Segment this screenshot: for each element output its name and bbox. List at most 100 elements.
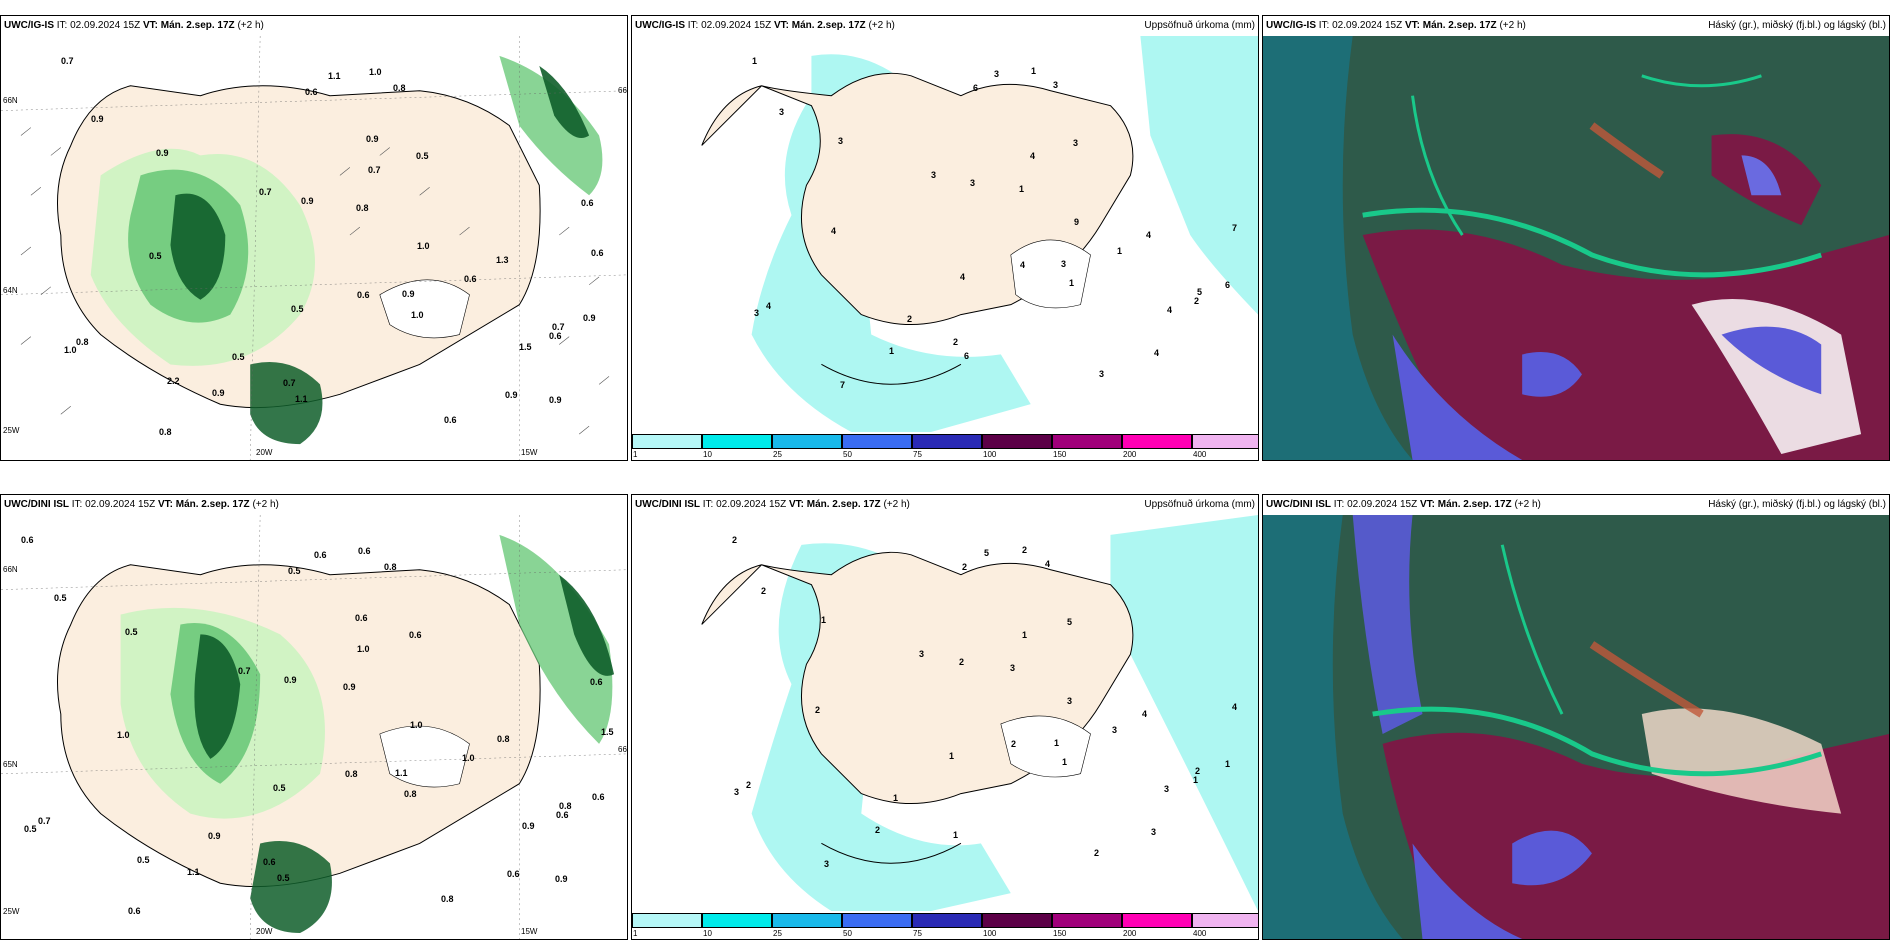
- map-value-label: 4: [1232, 702, 1238, 712]
- map-value-label: 1.0: [417, 241, 430, 251]
- map-value-label: 0.5: [416, 151, 429, 161]
- map-value-label: 0.6: [263, 857, 276, 867]
- map-value-label: 2: [1094, 848, 1100, 858]
- map-value-label: 0.7: [259, 187, 272, 197]
- colorbar-label: 150: [1053, 450, 1067, 459]
- map-value-label: 4: [960, 272, 966, 282]
- colorbar-swatch: [772, 434, 842, 449]
- map-value-label: 3: [1073, 138, 1079, 148]
- map-value-label: 2: [907, 314, 913, 324]
- map-value-label: 2: [1195, 766, 1201, 776]
- map-value-label: 0.5: [54, 593, 67, 603]
- map-value-label: 4: [1154, 348, 1160, 358]
- map-value-label: 0.6: [591, 248, 604, 258]
- map-value-label: 0.7: [552, 322, 565, 332]
- cloud-svg: [1263, 36, 1889, 460]
- colorbar-swatch: [912, 913, 982, 928]
- panel-header: UWC/DINI ISL IT: 02.09.2024 15Z VT: Mán.…: [1, 495, 627, 515]
- map-value-label: 4: [1167, 305, 1173, 315]
- map-value-label: 1.0: [64, 345, 77, 355]
- map-value-label: 3: [1112, 725, 1118, 735]
- map-value-label: 2: [875, 825, 881, 835]
- lat-label: 64N: [3, 286, 18, 295]
- map-value-label: 3: [1053, 80, 1059, 90]
- map-value-label: 0.6: [128, 906, 141, 916]
- cloud-map[interactable]: [1263, 36, 1889, 460]
- map-value-label: 0.9: [583, 313, 596, 323]
- colorbar-swatch: [1192, 913, 1258, 928]
- map-value-label: 0.8: [497, 734, 510, 744]
- colorbar-swatch: [702, 434, 772, 449]
- map-value-label: 0.8: [441, 894, 454, 904]
- map-value-label: 0.6: [581, 198, 594, 208]
- map-value-label: 0.6: [305, 87, 318, 97]
- map-value-label: 1: [889, 346, 895, 356]
- map-value-label: 5: [984, 548, 990, 558]
- map-value-label: 0.9: [402, 289, 415, 299]
- lat-label: 66N: [3, 565, 18, 574]
- lon-label: 20W: [256, 927, 273, 936]
- lon-label: 15W: [521, 927, 538, 936]
- colorbar-swatch: [1052, 913, 1122, 928]
- map-value-label: 0.9: [555, 874, 568, 884]
- map-value-label: 0.8: [384, 562, 397, 572]
- precip-colorbar: 1 10 25 50 75 100 150 200 400: [632, 911, 1258, 939]
- map-value-label: 0.6: [549, 331, 562, 341]
- map-value-label: 2: [959, 657, 965, 667]
- map-value-label: 1: [1054, 738, 1060, 748]
- map-value-label: 0.8: [404, 789, 417, 799]
- cloud-map[interactable]: [1263, 515, 1889, 939]
- map-value-label: 0.8: [76, 337, 89, 347]
- colorbar-label: 75: [913, 929, 922, 938]
- iceland-precip-svg: [632, 36, 1258, 432]
- lon-label: 25W: [3, 907, 20, 916]
- map-panel-ig-is-wind: UWC/IG-IS IT: 02.09.2024 15Z VT: Mán. 2.…: [0, 15, 628, 461]
- map-value-label: 1: [752, 56, 758, 66]
- panel-header: UWC/IG-IS IT: 02.09.2024 15Z VT: Mán. 2.…: [1263, 16, 1889, 36]
- map-value-label: 0.8: [345, 769, 358, 779]
- map-value-label: 3: [970, 178, 976, 188]
- map-value-label: 2: [953, 337, 959, 347]
- colorbar-label: 100: [983, 929, 997, 938]
- map-value-label: 9: [1074, 217, 1080, 227]
- colorbar-swatch: [842, 913, 912, 928]
- map-value-label: 1: [1031, 66, 1037, 76]
- map-value-label: 1: [1019, 184, 1025, 194]
- map-value-label: 1.0: [117, 730, 130, 740]
- map-value-label: 0.7: [283, 378, 296, 388]
- map-value-label: 1.0: [410, 720, 423, 730]
- map-value-label: 3: [754, 308, 760, 318]
- map-value-label: 0.7: [368, 165, 381, 175]
- map-value-label: 0.7: [61, 56, 74, 66]
- map-value-label: 0.6: [358, 546, 371, 556]
- panel-header: UWC/DINI ISL IT: 02.09.2024 15Z VT: Mán.…: [1263, 495, 1889, 515]
- colorbar-label: 400: [1193, 450, 1207, 459]
- map-value-label: 1.1: [328, 71, 341, 81]
- lon-label: 20W: [256, 448, 273, 457]
- colorbar-label: 1: [633, 929, 638, 938]
- map-value-label: 2: [1011, 739, 1017, 749]
- colorbar-swatch: [772, 913, 842, 928]
- colorbar-label: 10: [703, 929, 712, 938]
- lon-label: 25W: [3, 426, 20, 435]
- wind-map[interactable]: 66N 65N 66N 20W 15W 25W 0.60.60.50.80.70…: [1, 515, 627, 939]
- map-value-label: 0.5: [137, 855, 150, 865]
- map-value-label: 0.5: [24, 824, 37, 834]
- map-value-label: 1.5: [519, 342, 532, 352]
- map-value-label: 4: [1142, 709, 1148, 719]
- map-value-label: 3: [1151, 827, 1157, 837]
- map-value-label: 1: [1225, 759, 1231, 769]
- product-title: Háský (gr.), miðský (fj.bl.) og lágský (…: [1708, 499, 1886, 510]
- colorbar-label: 25: [773, 450, 782, 459]
- map-value-label: 2: [732, 535, 738, 545]
- map-value-label: 6: [964, 351, 970, 361]
- map-value-label: 0.5: [288, 566, 301, 576]
- map-value-label: 3: [779, 107, 785, 117]
- map-value-label: 3: [1061, 259, 1067, 269]
- map-value-label: 3: [1164, 784, 1170, 794]
- wind-map[interactable]: 66N 64N 66N 20W 15W 25W 0.70.60.90.60.70…: [1, 36, 627, 460]
- map-value-label: 0.6: [355, 613, 368, 623]
- map-value-label: 5: [1197, 287, 1203, 297]
